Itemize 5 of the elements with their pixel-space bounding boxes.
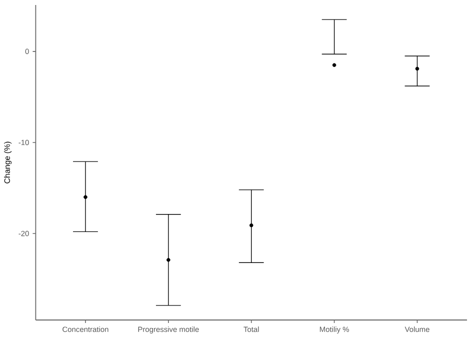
point xyxy=(332,63,336,67)
point xyxy=(166,258,170,262)
point xyxy=(249,223,254,228)
point xyxy=(415,66,420,71)
point xyxy=(84,195,88,199)
